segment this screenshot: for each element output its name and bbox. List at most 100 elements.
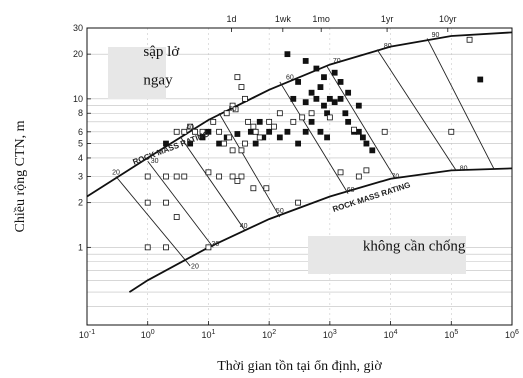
y-tick-label: 5 xyxy=(78,139,83,149)
data-point-filled xyxy=(363,140,370,147)
data-point-filled xyxy=(317,84,324,90)
x-tick-label: 104 xyxy=(384,329,398,340)
rock-mass-rating-label: ROCK MASS RATING xyxy=(131,129,210,166)
data-point-filled xyxy=(337,95,344,102)
data-point-open xyxy=(144,173,151,180)
data-point-open xyxy=(252,128,259,135)
data-point-open xyxy=(250,123,257,130)
y-tick-label: 1 xyxy=(78,242,83,252)
data-point-open xyxy=(173,173,180,180)
data-point-open xyxy=(223,110,230,117)
data-point-filled xyxy=(313,95,320,102)
data-point-filled xyxy=(345,118,352,125)
rmr-value-label: 60 xyxy=(286,74,294,81)
data-point-filled xyxy=(331,69,338,76)
annotation-boxes xyxy=(108,47,466,274)
rmr-line xyxy=(180,137,246,231)
top-tick-label: 1yr xyxy=(381,14,394,24)
data-points xyxy=(144,36,484,251)
rmr-line xyxy=(147,160,214,248)
data-point-filled xyxy=(302,128,309,135)
data-point-open xyxy=(250,185,257,192)
data-point-filled xyxy=(234,131,241,137)
data-point-open xyxy=(276,110,283,117)
data-point-open xyxy=(363,167,370,174)
rmr-value-label: 80 xyxy=(460,165,468,172)
data-point-filled xyxy=(276,134,283,141)
data-point-filled xyxy=(295,140,302,147)
data-point-filled xyxy=(324,134,330,141)
data-point-filled xyxy=(342,110,349,117)
data-point-open xyxy=(295,199,302,206)
data-point-open xyxy=(263,185,270,192)
x-tick-label: 106 xyxy=(505,329,519,340)
data-point-filled xyxy=(284,51,291,58)
data-point-open xyxy=(229,102,236,109)
data-point-filled xyxy=(326,95,333,102)
data-point-open xyxy=(232,106,239,113)
data-point-filled xyxy=(302,58,309,64)
top-tick-label: 10yr xyxy=(439,14,457,24)
data-point-open xyxy=(181,173,188,180)
data-point-filled xyxy=(302,99,309,106)
data-point-open xyxy=(192,128,198,135)
data-point-filled xyxy=(355,128,362,135)
data-point-filled xyxy=(295,79,302,85)
upper-boundary-curve xyxy=(86,31,513,198)
data-point-open xyxy=(144,244,151,251)
data-point-open xyxy=(181,128,188,135)
data-point-open xyxy=(163,244,169,251)
data-point-filled xyxy=(355,102,362,109)
rmr-value-label: 70 xyxy=(391,174,399,181)
data-point-open xyxy=(163,199,169,206)
top-tick-label: 1d xyxy=(227,14,237,24)
data-point-open xyxy=(242,95,248,102)
y-tick-label: 30 xyxy=(73,23,83,33)
data-point-open xyxy=(216,173,223,180)
x-axis-ticks: 10-1 100 101 102 103 104 105 106 xyxy=(79,321,519,340)
data-point-open xyxy=(216,128,223,135)
data-point-open xyxy=(205,244,212,251)
data-point-filled xyxy=(308,89,315,96)
y-tick-label: 3 xyxy=(78,172,83,182)
data-point-filled xyxy=(337,79,344,85)
rmr-line xyxy=(426,38,495,169)
data-point-filled xyxy=(321,102,327,109)
top-tick-label: 1wk xyxy=(275,14,292,24)
data-point-open xyxy=(238,173,245,180)
x-axis-title: Thời gian tồn tại ổn định, giờ xyxy=(217,359,382,374)
rmr-value-label: 20 xyxy=(112,169,120,176)
data-point-open xyxy=(448,128,455,135)
rmr-value-label: 30 xyxy=(211,241,219,248)
rmr-value-label: 60 xyxy=(347,187,355,194)
data-point-open xyxy=(308,110,315,117)
region-annotation: không cần chống xyxy=(363,239,466,255)
y-tick-label: 20 xyxy=(73,49,83,59)
y-tick-label: 4 xyxy=(78,153,83,163)
x-tick-label: 105 xyxy=(444,329,458,340)
data-point-open xyxy=(326,114,333,121)
y-axis-ticks: 1 2 3 4 5 6 8 10 20 30 xyxy=(73,23,91,252)
rmr-line xyxy=(218,113,281,218)
rmr-value-label: 30 xyxy=(151,158,159,165)
data-point-filled xyxy=(247,128,254,135)
rmr-line xyxy=(326,66,396,179)
data-point-filled xyxy=(290,95,297,102)
data-point-open xyxy=(144,199,151,206)
data-point-open xyxy=(229,147,236,154)
data-point-filled xyxy=(369,147,376,154)
data-point-open xyxy=(290,118,297,125)
rmr-value-label: 50 xyxy=(276,208,284,215)
data-point-filled xyxy=(331,99,338,106)
data-point-open xyxy=(256,134,263,141)
data-point-filled xyxy=(321,74,327,81)
data-point-filled xyxy=(313,65,320,72)
data-point-filled xyxy=(187,140,194,147)
rmr-line xyxy=(115,176,191,267)
rmr-value-label: 50 xyxy=(229,106,237,113)
boundary-curves xyxy=(86,31,513,293)
grid-lines xyxy=(86,27,513,326)
data-point-open xyxy=(199,128,206,135)
data-point-open xyxy=(238,147,245,154)
